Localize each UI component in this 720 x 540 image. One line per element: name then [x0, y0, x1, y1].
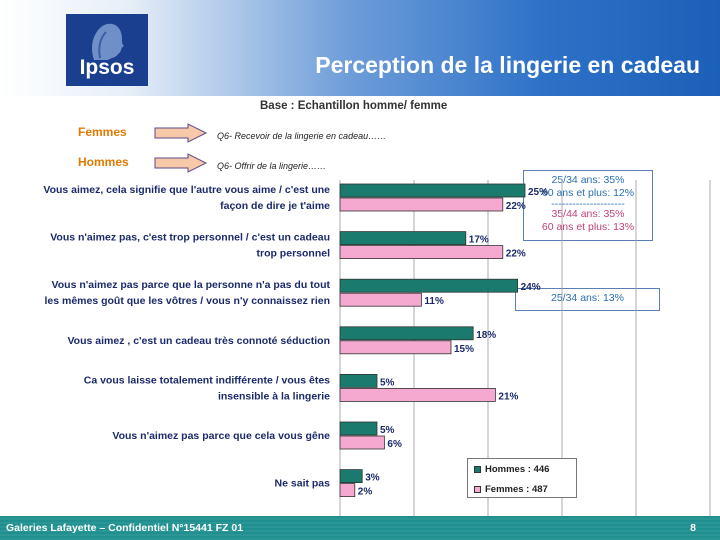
chart-legend: Hommes : 446 Femmes : 487: [467, 458, 577, 498]
bar-femmes: [339, 483, 356, 498]
logo-text: Ipsos: [79, 56, 135, 79]
bar-hommes: [339, 373, 378, 388]
legend-label: Hommes : 446: [485, 464, 550, 475]
legend-item-femmes: Femmes : 487: [474, 484, 548, 495]
profile-silhouette-icon: [92, 23, 124, 60]
base-subtitle: Base : Echantillon homme/ femme: [260, 100, 448, 112]
data-label: 5%: [380, 425, 395, 436]
data-label: 21%: [498, 391, 518, 402]
data-label: 18%: [476, 330, 496, 341]
category-label: Vous n'aimez pas parce que cela vous gên…: [112, 430, 330, 442]
annotation-line: 25/34 ans: 13%: [551, 292, 624, 304]
annotation-line: 25/34 ans: 35%: [551, 174, 625, 186]
bar-femmes: [339, 292, 422, 307]
page-title: Perception de la lingerie en cadeau: [315, 52, 700, 78]
arrow-right-icon: [154, 123, 208, 143]
annotation-box-1: 25/34 ans: 35% 60 ans et plus: 12% -----…: [523, 170, 653, 241]
question-hommes: Q6- Offrir de la lingerie……: [217, 161, 327, 171]
annotation-line: 60 ans et plus: 13%: [541, 221, 635, 233]
data-label: 25%: [528, 187, 548, 198]
annotation-separator: ---------------------: [551, 200, 625, 208]
legend-swatch-hommes: [474, 466, 481, 473]
gender-label-hommes: Hommes: [78, 155, 129, 169]
bar-hommes: [339, 231, 467, 245]
data-label: 24%: [521, 282, 541, 293]
bar-femmes: [339, 197, 504, 212]
footer-text: Galeries Lafayette – Confidentiel N°1544…: [6, 522, 244, 534]
annotation-line: 35/44 ans: 35%: [551, 208, 625, 220]
legend-swatch-femmes: [474, 486, 481, 493]
bar-hommes: [339, 326, 474, 341]
category-label: Ne sait pas: [275, 478, 331, 490]
category-label: Vous n'aimez pas, c'est trop personnel /…: [50, 232, 330, 244]
data-label: 2%: [358, 487, 373, 498]
bar-hommes: [339, 278, 519, 293]
category-label: Vous aimez, cela signifie que l'autre vo…: [43, 184, 330, 196]
legend-label: Femmes : 487: [485, 484, 548, 495]
question-femmes: Q6- Recevoir de la lingerie en cadeau……: [217, 131, 387, 141]
gender-label-femmes: Femmes: [78, 125, 127, 139]
data-label: 6%: [387, 439, 402, 450]
data-label: 5%: [380, 377, 395, 388]
category-label: Ca vous laisse totalement indifférente /…: [84, 374, 330, 386]
data-label: 22%: [506, 249, 526, 260]
category-label: Vous aimez , c'est un cadeau très connot…: [67, 335, 330, 347]
data-label: 17%: [469, 235, 489, 246]
category-label: trop personnel: [256, 248, 330, 260]
annotation-box-2: 25/34 ans: 13%: [515, 288, 660, 311]
category-label: Vous n'aimez pas parce que la personne n…: [52, 279, 331, 291]
data-label: 15%: [454, 344, 474, 355]
category-label: façon de dire je t'aime: [220, 200, 330, 212]
bar-femmes: [339, 435, 385, 450]
bar-hommes: [339, 421, 378, 436]
header-banner: Ipsos Perception de la lingerie en cadea…: [0, 0, 720, 96]
data-label: 11%: [424, 296, 444, 307]
footer-bar: Galeries Lafayette – Confidentiel N°1544…: [0, 516, 720, 540]
ipsos-logo: Ipsos: [66, 14, 148, 86]
category-label: insensible à la lingerie: [218, 390, 330, 402]
data-label: 22%: [506, 201, 526, 212]
category-label: les mêmes goût que les vôtres / vous n'y…: [44, 295, 330, 307]
bar-hommes: [339, 469, 363, 484]
data-label: 3%: [365, 473, 380, 484]
bar-chart: Vous aimez, cela signifie que l'autre vo…: [43, 180, 711, 516]
annotation-line: 60 ans et plus: 12%: [541, 187, 635, 199]
page-number: 8: [690, 522, 696, 534]
bar-femmes: [339, 387, 496, 402]
legend-item-hommes: Hommes : 446: [474, 464, 549, 475]
bar-hommes: [339, 183, 526, 198]
bar-femmes: [339, 245, 504, 259]
arrow-right-icon: [154, 153, 208, 173]
bar-femmes: [339, 340, 452, 355]
